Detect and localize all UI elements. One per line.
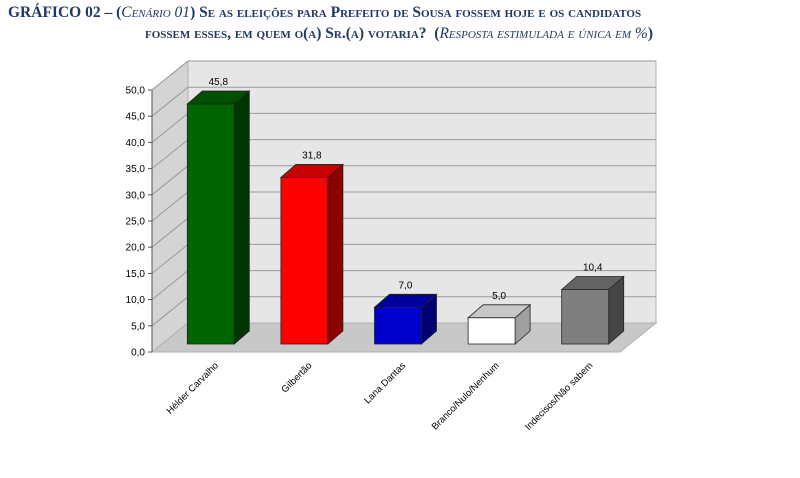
y-tick-label: 45,0 — [126, 112, 146, 123]
category-label: Gilbertão — [279, 360, 314, 395]
title-line1-rest: ) Se as eleições para Prefeito de Sousa … — [190, 4, 642, 21]
y-tick-label: 20,0 — [126, 243, 146, 254]
category-label: Lana Dantas — [362, 360, 408, 406]
bar — [374, 306, 422, 345]
bar-side — [233, 90, 250, 345]
title-line-2: fossem esses, em quem o(a) Sr.(a) votari… — [145, 25, 653, 43]
title-note-open: ( — [426, 25, 440, 42]
title-note-close: ) — [647, 25, 653, 42]
y-tick-label: 10,0 — [126, 295, 146, 306]
bar — [561, 289, 610, 345]
gridline-side — [151, 113, 189, 143]
title-prefix: GRÁFICO 02 – ( — [8, 4, 122, 21]
gridline-side — [151, 191, 189, 222]
y-tick-label: 15,0 — [126, 269, 146, 280]
category-label: Hélder Carvalho — [165, 360, 221, 416]
y-tick-label: 30,0 — [126, 190, 146, 201]
y-tick-label: 0,0 — [131, 348, 145, 359]
y-tick-label: 5,0 — [131, 321, 145, 332]
category-label: Branco/Nulo/Nenhum — [430, 360, 502, 432]
bar — [467, 317, 516, 345]
gridline-side — [151, 296, 189, 327]
y-tick-label: 35,0 — [126, 164, 146, 175]
gridline-side — [151, 139, 189, 169]
gridline-side — [151, 86, 189, 117]
bar-side — [327, 163, 344, 345]
data-label: 10,4 — [583, 263, 603, 274]
data-label: 45,8 — [209, 77, 229, 88]
title-scenario: Cenário 01 — [121, 4, 191, 21]
y-tick-label: 25,0 — [126, 217, 146, 228]
gridline-side — [151, 60, 189, 91]
gridline-side — [151, 270, 189, 300]
y-tick-label: 40,0 — [126, 138, 146, 149]
gridline-side — [151, 217, 189, 248]
title-note: Resposta estimulada e única em % — [439, 25, 648, 42]
bar — [280, 176, 329, 345]
data-label: 7,0 — [399, 280, 413, 291]
gridline-side — [151, 165, 189, 196]
gridline-side — [151, 244, 189, 274]
title-question: fossem esses, em quem o(a) Sr.(a) votari… — [145, 25, 427, 42]
category-label: Indecisos/Não sabem — [523, 360, 595, 432]
bar — [186, 103, 235, 345]
data-label: 31,8 — [302, 150, 322, 161]
y-tick-label: 50,0 — [126, 86, 146, 97]
data-label: 5,0 — [492, 291, 506, 302]
title-line-1: GRÁFICO 02 – (Cenário 01) Se as eleições… — [8, 4, 641, 22]
